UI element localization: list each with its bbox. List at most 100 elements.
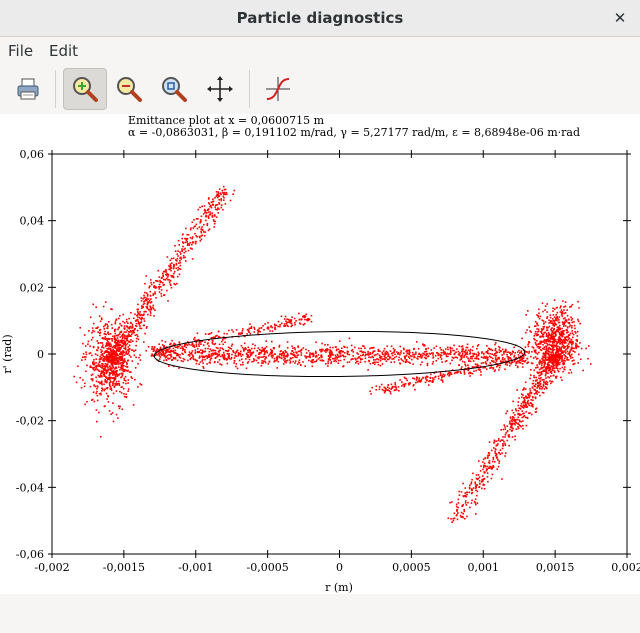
particle-point	[469, 375, 471, 377]
close-button[interactable]: ✕	[613, 9, 627, 27]
particle-point	[514, 420, 516, 423]
particle-point	[455, 503, 458, 506]
particle-point	[107, 343, 109, 345]
particle-point	[556, 341, 558, 344]
print-button[interactable]	[6, 68, 50, 110]
particle-point	[116, 337, 119, 339]
particle-point	[140, 297, 143, 299]
particle-point	[534, 388, 536, 391]
particle-point	[106, 342, 108, 344]
particle-point	[565, 329, 568, 332]
particle-point	[107, 332, 109, 335]
particle-point	[467, 357, 469, 360]
particle-point	[552, 355, 554, 357]
particle-point	[529, 395, 531, 397]
particle-point	[211, 214, 214, 217]
particle-point	[482, 362, 484, 364]
particle-point	[439, 347, 441, 349]
particle-point	[210, 349, 213, 352]
particle-point	[495, 444, 498, 446]
particle-point	[125, 343, 128, 346]
particle-point	[119, 350, 121, 352]
particle-point	[556, 365, 559, 367]
particle-point	[449, 346, 451, 349]
particle-point	[310, 314, 313, 317]
particle-point	[433, 372, 436, 374]
particle-point	[202, 362, 204, 364]
particle-point	[556, 319, 558, 322]
particle-point	[130, 327, 132, 329]
zoom-out-button[interactable]	[107, 68, 151, 110]
particle-point	[107, 401, 110, 403]
particle-point	[121, 345, 123, 348]
curve-fit-button[interactable]	[256, 68, 300, 110]
particle-point	[329, 355, 332, 357]
particle-point	[544, 305, 547, 307]
particle-point	[543, 322, 545, 324]
particle-point	[539, 336, 542, 338]
particle-point	[201, 360, 203, 362]
particle-point	[524, 360, 526, 363]
particle-point	[168, 365, 170, 367]
particle-point	[182, 255, 185, 257]
particle-point	[147, 309, 150, 311]
particle-point	[373, 361, 376, 364]
particle-point	[125, 382, 127, 385]
particle-point	[516, 418, 519, 421]
particle-point	[167, 348, 169, 351]
particle-point	[317, 354, 320, 356]
particle-point	[336, 358, 338, 360]
particle-point	[116, 344, 119, 347]
zoom-fit-button[interactable]	[152, 68, 196, 110]
particle-point	[283, 325, 285, 327]
particle-point	[369, 390, 371, 393]
particle-point	[403, 385, 406, 387]
particle-point	[563, 312, 566, 315]
particle-point	[561, 360, 563, 363]
particle-point	[550, 356, 552, 358]
particle-point	[289, 362, 292, 364]
particle-point	[446, 346, 449, 349]
particle-point	[562, 300, 564, 302]
particle-point	[144, 298, 147, 301]
particle-point	[423, 344, 426, 346]
particle-point	[300, 349, 302, 352]
particle-point	[174, 352, 177, 354]
particle-point	[556, 317, 559, 320]
particle-point	[278, 355, 280, 358]
particle-point	[291, 324, 293, 327]
particle-point	[172, 350, 175, 353]
particle-point	[564, 357, 566, 360]
plot-area[interactable]: Emittance plot at x = 0,0600715 m α = -0…	[0, 114, 640, 594]
particle-point	[520, 402, 523, 405]
particle-point	[340, 351, 342, 353]
particle-point	[396, 351, 398, 353]
particle-point	[106, 365, 109, 367]
menu-file[interactable]: File	[8, 42, 34, 60]
particle-point	[203, 235, 206, 237]
particle-point	[507, 356, 510, 358]
particle-point	[240, 333, 242, 335]
x-tick-label: -0,0015	[103, 561, 145, 574]
particle-point	[95, 362, 97, 364]
particle-point	[213, 226, 216, 228]
particle-point	[119, 362, 121, 365]
particle-point	[123, 354, 126, 356]
particle-point	[555, 323, 558, 326]
particle-point	[140, 300, 143, 302]
particle-point	[106, 398, 108, 400]
particle-point	[106, 344, 108, 347]
pan-button[interactable]	[198, 68, 242, 110]
menu-edit[interactable]: Edit	[49, 42, 79, 60]
zoom-in-button[interactable]	[63, 68, 107, 110]
particle-point	[546, 363, 549, 366]
particle-point	[470, 492, 473, 495]
particle-point	[425, 378, 427, 380]
particle-point	[445, 348, 447, 350]
particle-point	[164, 270, 166, 273]
particle-point	[538, 362, 541, 365]
particle-point	[102, 365, 104, 368]
particle-point	[163, 359, 165, 362]
particle-point	[187, 359, 189, 362]
particle-point	[99, 381, 101, 384]
